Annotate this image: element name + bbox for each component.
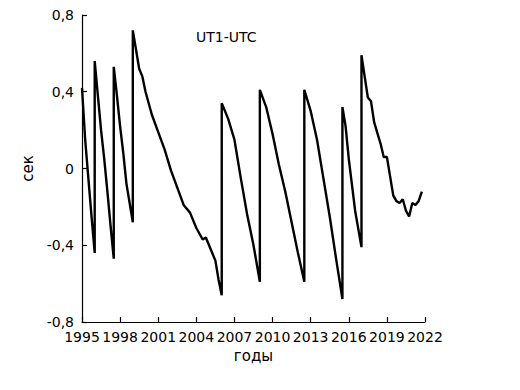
svg-text:2019: 2019 xyxy=(369,329,405,345)
svg-text:UT1-UTC: UT1-UTC xyxy=(196,29,257,45)
svg-text:2007: 2007 xyxy=(217,329,253,345)
svg-text:2010: 2010 xyxy=(255,329,291,345)
svg-text:2013: 2013 xyxy=(293,329,329,345)
svg-text:0,8: 0,8 xyxy=(52,7,74,23)
svg-text:-0,4: -0,4 xyxy=(47,237,74,253)
svg-text:0,4: 0,4 xyxy=(52,84,74,100)
svg-text:-0,8: -0,8 xyxy=(47,314,74,330)
svg-text:2004: 2004 xyxy=(179,329,215,345)
svg-text:2001: 2001 xyxy=(140,329,176,345)
svg-text:годы: годы xyxy=(234,347,273,365)
svg-text:2016: 2016 xyxy=(331,329,367,345)
svg-text:1998: 1998 xyxy=(102,329,138,345)
svg-text:0: 0 xyxy=(65,161,74,177)
svg-text:сек: сек xyxy=(19,155,37,182)
svg-text:2022: 2022 xyxy=(407,329,443,345)
svg-text:1995: 1995 xyxy=(64,329,100,345)
